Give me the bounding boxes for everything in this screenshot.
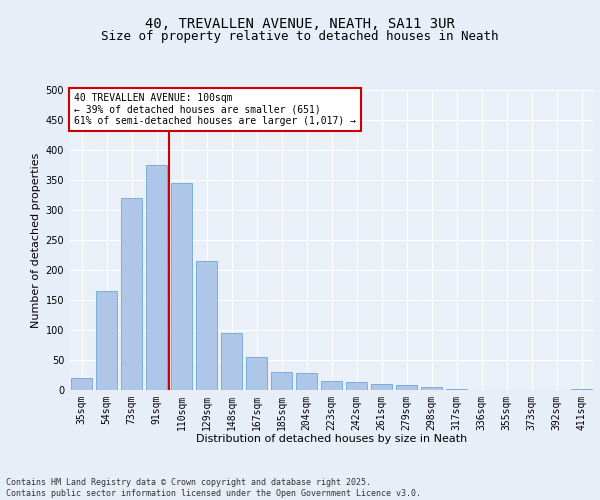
Bar bbox=[271, 372, 292, 390]
Bar bbox=[371, 384, 392, 390]
Bar bbox=[296, 373, 317, 390]
Bar bbox=[171, 183, 192, 390]
Bar bbox=[96, 291, 117, 390]
X-axis label: Distribution of detached houses by size in Neath: Distribution of detached houses by size … bbox=[196, 434, 467, 444]
Bar bbox=[121, 198, 142, 390]
Bar bbox=[421, 387, 442, 390]
Text: 40, TREVALLEN AVENUE, NEATH, SA11 3UR: 40, TREVALLEN AVENUE, NEATH, SA11 3UR bbox=[145, 18, 455, 32]
Text: 40 TREVALLEN AVENUE: 100sqm
← 39% of detached houses are smaller (651)
61% of se: 40 TREVALLEN AVENUE: 100sqm ← 39% of det… bbox=[74, 93, 356, 126]
Bar bbox=[146, 165, 167, 390]
Text: Contains HM Land Registry data © Crown copyright and database right 2025.
Contai: Contains HM Land Registry data © Crown c… bbox=[6, 478, 421, 498]
Bar bbox=[196, 261, 217, 390]
Bar bbox=[246, 357, 267, 390]
Bar bbox=[321, 381, 342, 390]
Bar bbox=[221, 333, 242, 390]
Bar bbox=[71, 378, 92, 390]
Bar bbox=[446, 389, 467, 390]
Y-axis label: Number of detached properties: Number of detached properties bbox=[31, 152, 41, 328]
Bar bbox=[346, 382, 367, 390]
Text: Size of property relative to detached houses in Neath: Size of property relative to detached ho… bbox=[101, 30, 499, 43]
Bar bbox=[396, 385, 417, 390]
